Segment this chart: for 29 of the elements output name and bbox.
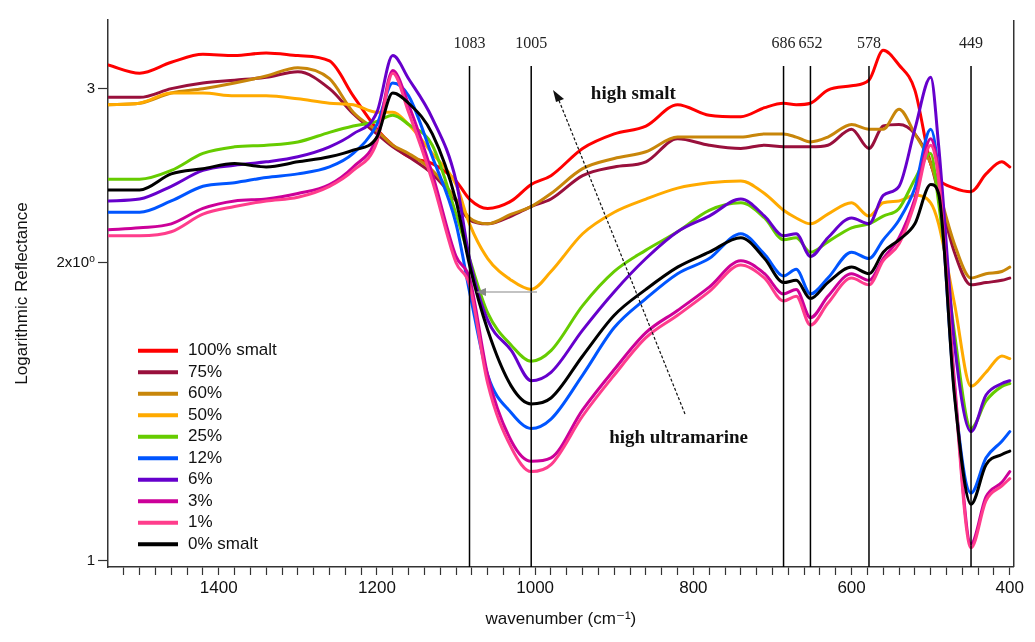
ref-line-label: 1005: [515, 34, 548, 52]
annotation: high smalt: [590, 81, 677, 103]
legend-label: 60%: [188, 383, 223, 403]
annotation: high ultramarine: [609, 426, 749, 448]
legend-label: 3%: [188, 490, 213, 510]
y-tick-label: 1: [86, 550, 95, 568]
y-tick-label: 3: [86, 78, 95, 96]
x-tick-label: 800: [679, 577, 708, 597]
x-tick-label: 1200: [358, 577, 396, 597]
legend-label: 1%: [188, 512, 213, 532]
y-axis-title: Logarithmic Reflectance: [11, 202, 31, 385]
x-tick-label: 400: [995, 577, 1024, 597]
ref-line-label: 1083: [453, 34, 486, 52]
ref-line-label: 578: [856, 34, 881, 52]
x-axis-title: wavenumber (cm⁻¹): [484, 609, 637, 629]
ref-line-label: 686: [771, 34, 796, 52]
legend-label: 0% smalt: [188, 533, 259, 553]
y-tick-label: 2x10⁰: [56, 252, 95, 270]
x-tick-label: 600: [837, 577, 866, 597]
legend-label: 25%: [188, 426, 223, 446]
legend-label: 50%: [188, 404, 223, 424]
ref-line-label: 449: [959, 34, 984, 52]
legend-label: 6%: [188, 469, 213, 489]
x-tick-label: 1400: [199, 577, 238, 597]
legend-label: 100% smalt: [188, 340, 278, 360]
legend-label: 75%: [188, 361, 223, 381]
ref-line-label: 652: [798, 34, 823, 52]
legend-label: 12%: [188, 447, 223, 467]
x-tick-label: 1000: [516, 577, 555, 597]
